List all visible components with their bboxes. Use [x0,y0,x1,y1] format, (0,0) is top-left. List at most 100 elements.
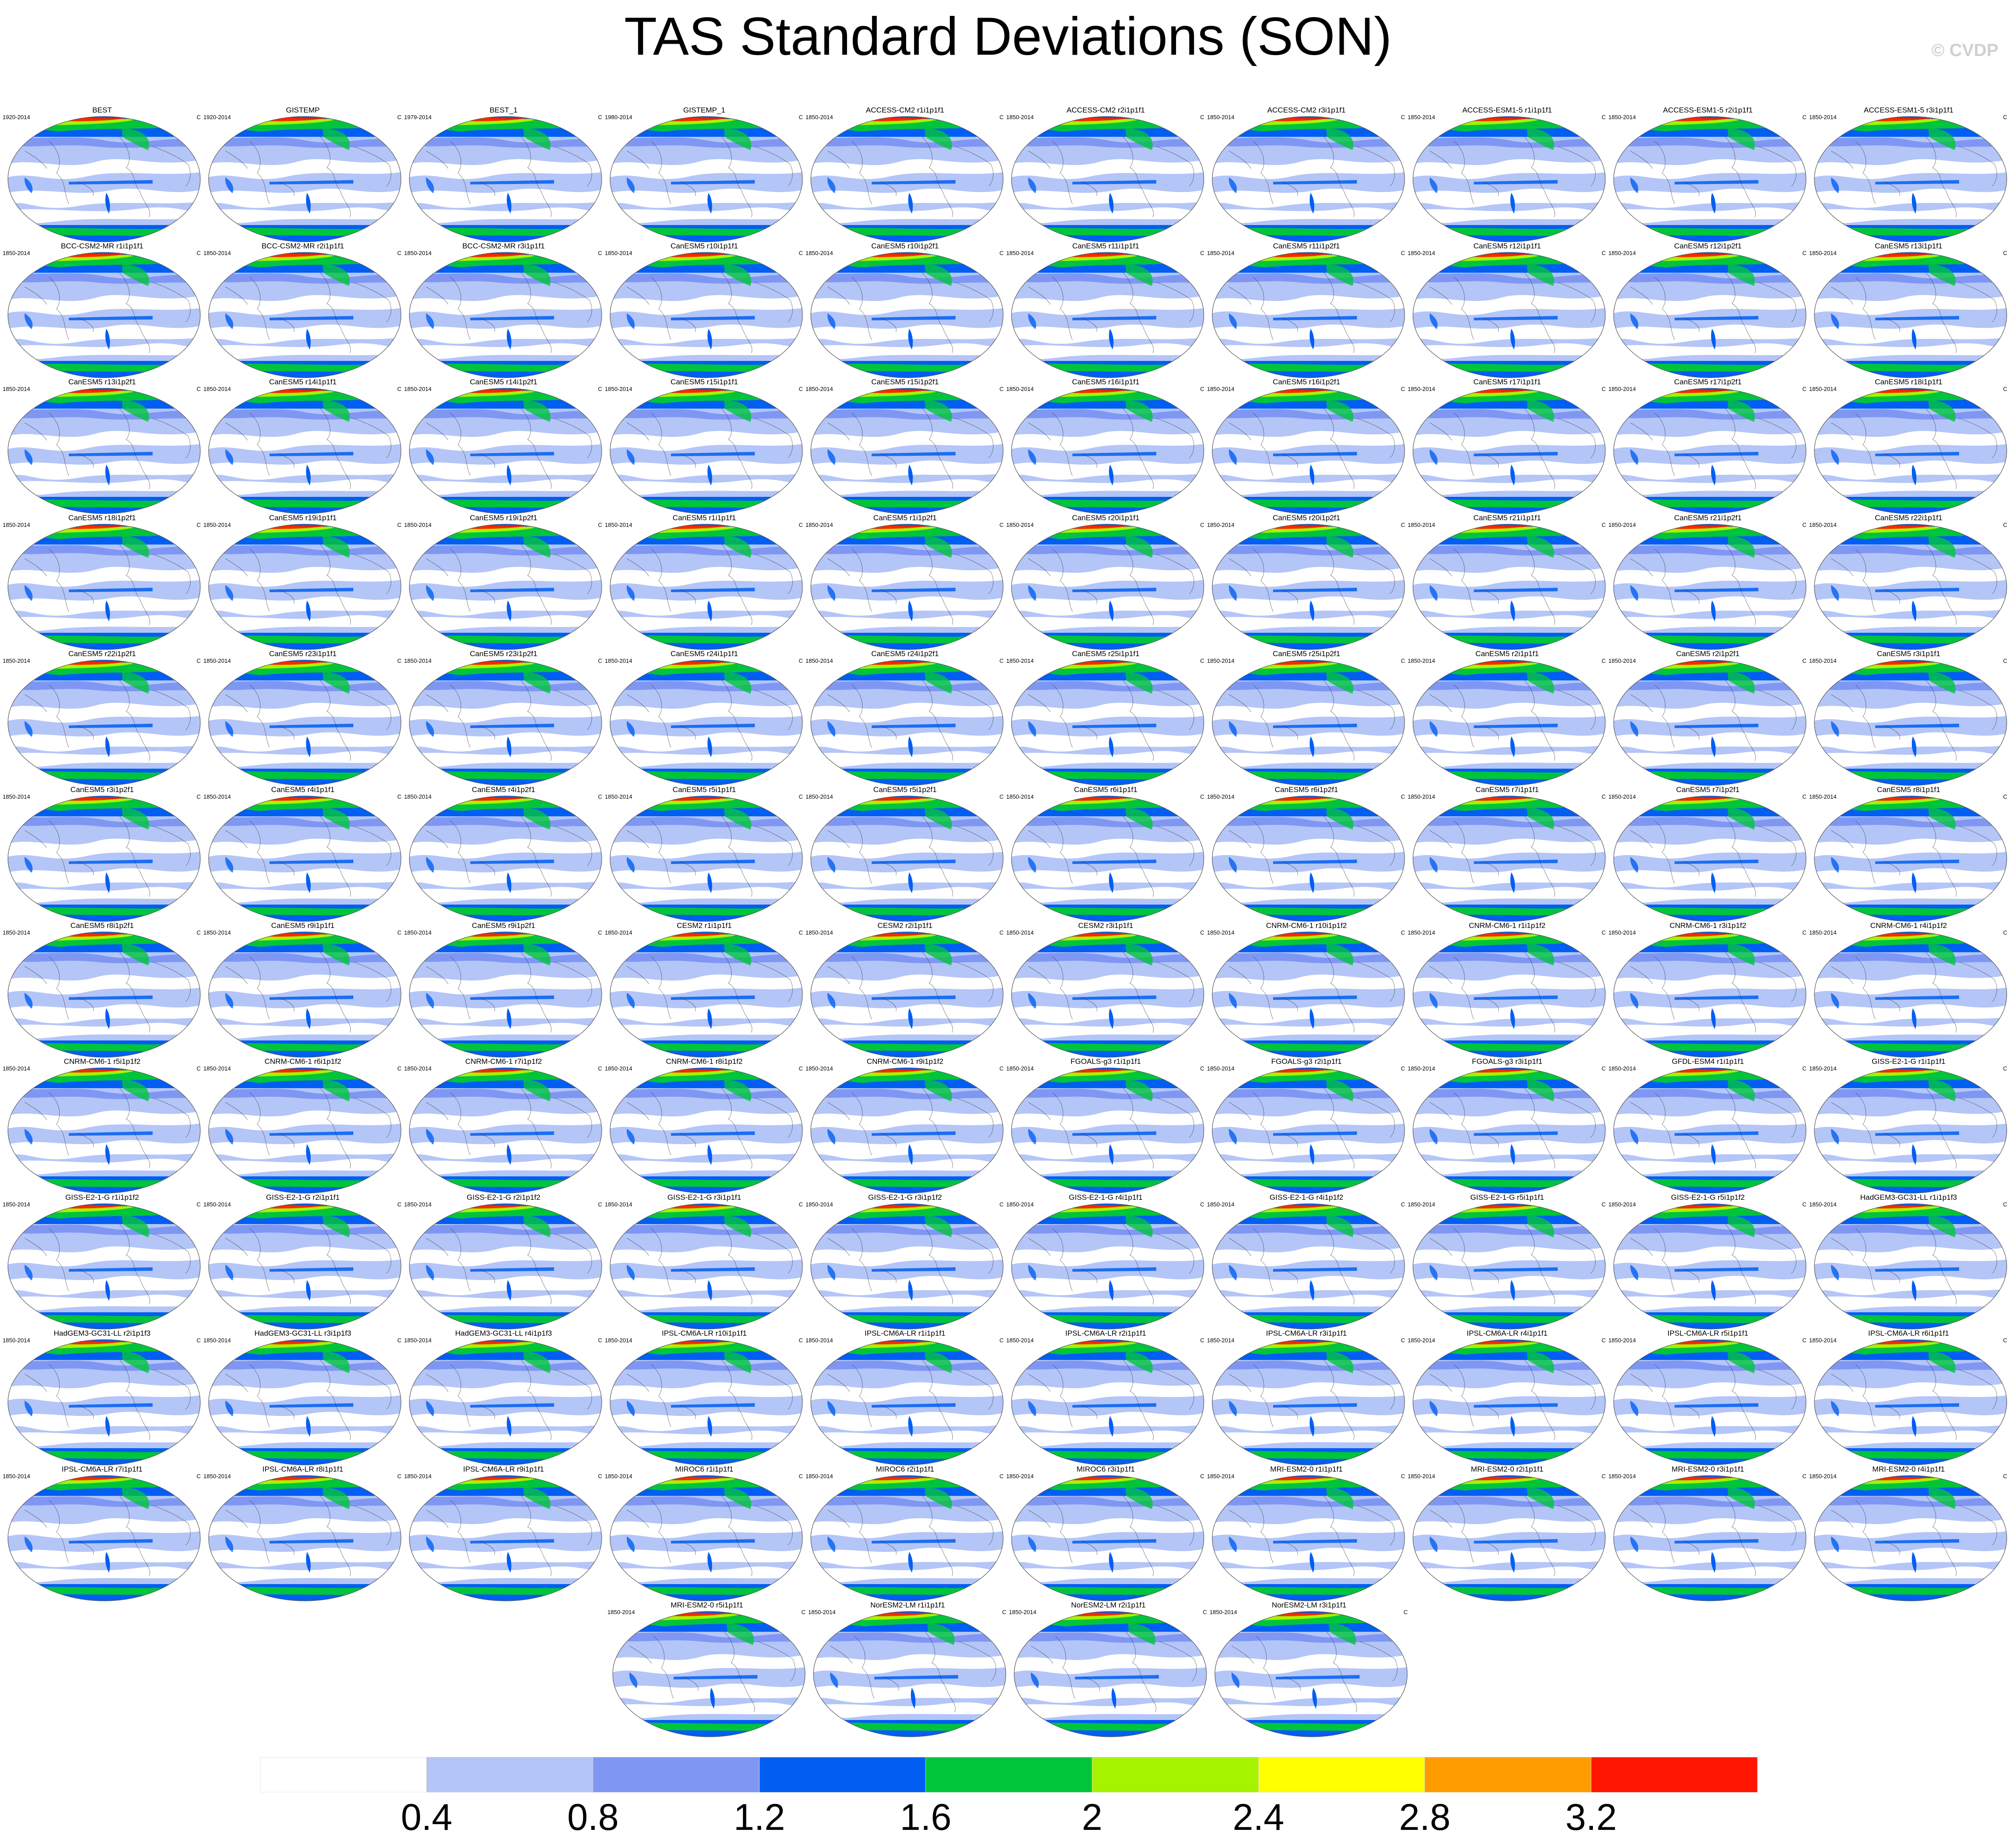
panel-title: CanESM5 r12i1p2f1 [1674,242,1742,250]
panel-unit: C [2003,793,2007,800]
panel-title: CanESM5 r3i1p2f1 [70,785,134,794]
panel-years: 1850-2014 [1207,250,1235,256]
panel-years: 1850-2014 [203,1337,231,1344]
colorbar-tick-label: 1.2 [733,1796,785,1838]
panel-years: 1850-2014 [1006,657,1034,664]
panel-unit: C [598,522,602,528]
panel-years: 1850-2014 [1006,1201,1034,1208]
map-panel: FGOALS-g3 r2i1p1f1 1850-2014 C [1206,1057,1407,1194]
panel-title: MRI-ESM2-0 r1i1p1f1 [1270,1465,1343,1473]
world-map [1613,252,1806,378]
panel-years: 1850-2014 [203,1473,231,1480]
panel-years: 1850-2014 [1408,929,1435,936]
world-map [1214,1611,1408,1737]
map-panel: CanESM5 r19i1p2f1 1850-2014 C [403,514,604,650]
map-panel: CanESM5 r7i1p1f1 1850-2014 C [1407,785,1608,922]
map-panel: GISTEMP 1920-2014 C [202,106,403,243]
map-panel: CanESM5 r11i1p2f1 1850-2014 C [1206,242,1407,379]
world-map [1413,116,1606,242]
panel-unit: C [1601,250,1606,256]
panel-unit: C [1601,1201,1606,1208]
panel-unit: C [1601,929,1606,936]
panel-years: 1850-2014 [605,929,633,936]
map-panel: CanESM5 r20i1p2f1 1850-2014 C [1206,514,1407,650]
panel-years: 1850-2014 [3,1065,30,1072]
watermark: © CVDP [1931,41,1998,60]
world-map [1413,524,1606,650]
panel-unit: C [196,1337,201,1344]
panel-unit: C [1802,1473,1806,1480]
panel-unit: C [397,522,401,528]
world-map [1011,252,1204,378]
map-panel: CanESM5 r12i1p1f1 1850-2014 C [1407,242,1608,379]
panel-unit: C [1200,522,1204,528]
panel-unit: C [999,793,1004,800]
panel-title: CanESM5 r19i1p1f1 [269,514,337,522]
map-panel: GISS-E2-1-G r5i1p1f2 1850-2014 C [1608,1193,1808,1330]
panel-years: 1850-2014 [806,386,833,392]
panel-unit: C [598,1473,602,1480]
world-map [1613,388,1806,514]
panel-title: MRI-ESM2-0 r3i1p1f1 [1671,1465,1744,1473]
world-map [409,524,602,650]
world-map [612,1611,806,1737]
world-map [7,1475,201,1601]
panel-years: 1850-2014 [1408,1065,1435,1072]
panel-title: MIROC6 r2i1p1f1 [876,1465,934,1473]
panel-unit: C [1601,522,1606,528]
panel-years: 1850-2014 [1809,1337,1837,1344]
colorbar-segment [1092,1757,1259,1792]
panel-unit: C [1200,114,1204,120]
world-map [409,1067,602,1194]
world-map [1011,931,1204,1058]
panel-title: CanESM5 r10i1p2f1 [871,242,939,250]
panel-unit: C [397,1201,401,1208]
panel-unit: C [2003,522,2007,528]
panel-title: CNRM-CM6-1 r1i1p1f2 [1469,921,1546,930]
world-map [1814,252,2007,378]
map-panel: CanESM5 r9i1p2f1 1850-2014 C [403,921,604,1058]
map-panel: CanESM5 r24i1p2f1 1850-2014 C [805,650,1005,786]
world-map [1212,931,1405,1058]
world-map [208,660,401,786]
panel-years: 1850-2014 [203,250,231,256]
panel-title: CNRM-CM6-1 r9i1p1f2 [866,1057,944,1066]
world-map [7,388,201,514]
world-map [1613,1203,1806,1329]
panel-unit: C [1802,522,1806,528]
panel-years: 1850-2014 [404,250,432,256]
panel-years: 1850-2014 [806,1473,833,1480]
map-panel: CanESM5 r21i1p1f1 1850-2014 C [1407,514,1608,650]
panel-years: 1850-2014 [404,793,432,800]
panel-unit: C [1401,1337,1405,1344]
panel-unit: C [598,657,602,664]
map-panel: CanESM5 r20i1p1f1 1850-2014 C [1005,514,1206,650]
panel-unit: C [1401,250,1405,256]
panel-unit: C [196,657,201,664]
world-map [409,252,602,378]
panel-title: CanESM5 r14i1p1f1 [269,378,337,386]
panel-unit: C [598,1201,602,1208]
world-map [1212,524,1405,650]
panel-unit: C [598,250,602,256]
world-map [1814,388,2007,514]
panel-years: 1850-2014 [1809,929,1837,936]
world-map [7,116,201,242]
map-panel: ACCESS-ESM1-5 r2i1p1f1 1850-2014 C [1608,106,1808,243]
panel-years: 1850-2014 [1408,386,1435,392]
panel-years: 1850-2014 [3,1473,30,1480]
panel-years: 1850-2014 [1408,250,1435,256]
panel-title: CanESM5 r18i1p1f1 [1874,378,1943,386]
map-panel: CanESM5 r5i1p1f1 1850-2014 C [604,785,805,922]
world-map [1613,1339,1806,1465]
colorbar-tick-label: 0.8 [567,1796,619,1838]
map-panel: CanESM5 r10i1p2f1 1850-2014 C [805,242,1005,379]
map-panel: CanESM5 r24i1p1f1 1850-2014 C [604,650,805,786]
panel-years: 1850-2014 [3,929,30,936]
world-map [810,252,1004,378]
panel-title: GFDL-ESM4 r1i1p1f1 [1671,1057,1744,1066]
panel-unit: C [798,1065,803,1072]
panel-title: MIROC6 r3i1p1f1 [1076,1465,1135,1473]
panel-unit: C [999,657,1004,664]
map-panel: CanESM5 r25i1p2f1 1850-2014 C [1206,650,1407,786]
